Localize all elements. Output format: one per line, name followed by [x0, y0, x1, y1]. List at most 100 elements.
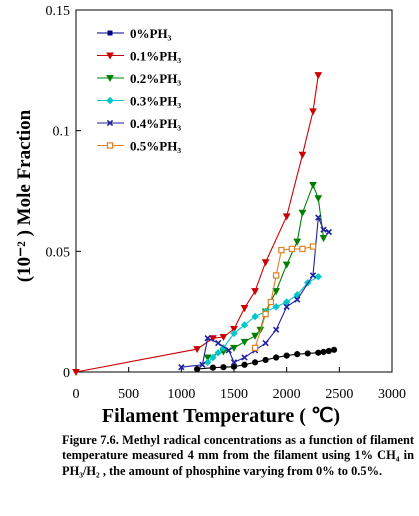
legend-item: 0.1%PH₃ — [97, 49, 181, 64]
data-point — [309, 272, 317, 279]
y-tick-label: 0.05 — [46, 245, 71, 260]
data-point — [282, 298, 291, 306]
series-3 — [203, 272, 322, 367]
data-point — [283, 303, 290, 311]
x-tick-label: 2000 — [273, 387, 301, 402]
data-point — [273, 354, 280, 361]
data-point — [304, 350, 311, 357]
data-point — [314, 195, 323, 203]
data-point — [261, 259, 270, 267]
data-point — [309, 243, 317, 250]
data-point — [272, 272, 280, 279]
data-point — [230, 359, 238, 366]
legend-label: 0%PH₃ — [130, 26, 172, 41]
axes: 0 500 1000 1500 2000 2500 3000 0 0.05 0.1 0.15 — [46, 4, 407, 402]
y-axis-title: (10⁻² ) Mole Fraction — [14, 109, 35, 282]
legend-item: 0%PH₃ — [97, 26, 172, 41]
data-point — [209, 335, 217, 343]
data-point — [330, 346, 338, 353]
y-tick-label: 0.15 — [46, 4, 71, 19]
legend-item: 0.2%PH₃ — [97, 71, 181, 86]
series-layer — [72, 72, 338, 377]
series-0 — [194, 346, 338, 373]
legend-label: 0.3%PH₃ — [130, 94, 181, 109]
data-point — [214, 348, 222, 357]
series-line — [75, 75, 319, 373]
data-point — [282, 213, 291, 221]
data-point — [319, 235, 328, 243]
y-tick-label: 0 — [63, 366, 70, 381]
x-tick-label: 1000 — [167, 387, 195, 402]
data-point — [251, 344, 259, 352]
data-point — [240, 305, 249, 313]
x-tick-label: 500 — [118, 387, 139, 402]
x-tick-label: 3000 — [378, 387, 406, 402]
legend-label: 0.1%PH₃ — [130, 49, 181, 64]
data-point — [272, 288, 280, 296]
legend-label: 0.2%PH₃ — [130, 71, 181, 86]
data-point — [309, 181, 317, 190]
legend-swatch-marker — [106, 52, 114, 60]
data-point — [241, 361, 248, 368]
data-point — [325, 347, 332, 355]
data-point — [293, 238, 302, 246]
data-point — [288, 245, 296, 253]
plot-area — [75, 9, 393, 373]
data-point — [209, 353, 217, 362]
data-point — [204, 335, 211, 342]
data-point — [272, 303, 280, 311]
data-point — [251, 288, 259, 296]
series-2 — [203, 181, 328, 362]
legend-swatch-marker — [106, 142, 114, 149]
data-point — [267, 298, 275, 306]
series-1 — [72, 72, 323, 377]
data-point — [314, 272, 322, 281]
data-point — [230, 363, 238, 370]
data-point — [298, 151, 307, 159]
data-point — [315, 214, 322, 221]
legend-swatch-marker — [106, 119, 114, 127]
data-point — [219, 344, 228, 352]
legend-item: 0.4%PH₃ — [97, 116, 181, 131]
data-point — [220, 364, 227, 371]
data-point — [194, 366, 201, 373]
data-point — [283, 352, 290, 359]
chart: 0 500 1000 1500 2000 2500 3000 0 0.05 0.1 0.15 0%P… — [14, 4, 407, 427]
data-point — [325, 228, 332, 236]
data-point — [262, 356, 269, 364]
data-point — [262, 339, 269, 347]
data-point — [320, 226, 327, 233]
data-point — [230, 329, 238, 338]
data-point — [294, 351, 301, 358]
legend: 0%PH₃ 0.1%PH₃ 0.2%PH₃ 0.3%PH₃ 0.4%PH₃ 0.5%PH₃ — [97, 26, 181, 154]
legend-swatch-marker — [106, 75, 114, 83]
data-point — [225, 347, 232, 354]
legend-item: 0.5%PH₃ — [97, 139, 181, 154]
data-point — [251, 332, 259, 340]
x-tick-label: 0 — [73, 387, 80, 402]
x-tick-label: 2500 — [325, 387, 353, 402]
series-line — [207, 183, 325, 359]
y-tick-label: 0.1 — [53, 125, 71, 140]
data-point — [294, 296, 301, 303]
data-point — [209, 364, 217, 371]
data-point — [272, 326, 280, 333]
data-point — [262, 310, 269, 318]
data-point — [241, 354, 248, 361]
data-point — [315, 349, 322, 356]
data-point — [251, 359, 259, 366]
data-point — [314, 72, 323, 80]
data-point — [178, 364, 185, 371]
x-tick-label: 1500 — [220, 387, 248, 402]
legend-swatch-marker — [107, 30, 113, 36]
plot-frame — [75, 9, 393, 373]
data-point — [282, 261, 291, 269]
legend-swatch-marker — [106, 96, 114, 105]
data-point — [230, 326, 238, 334]
data-point — [240, 338, 249, 346]
legend-label: 0.4%PH₃ — [130, 116, 181, 131]
legend-label: 0.5%PH₃ — [130, 139, 181, 154]
data-point — [72, 369, 80, 377]
data-point — [278, 246, 285, 254]
data-point — [215, 339, 222, 347]
